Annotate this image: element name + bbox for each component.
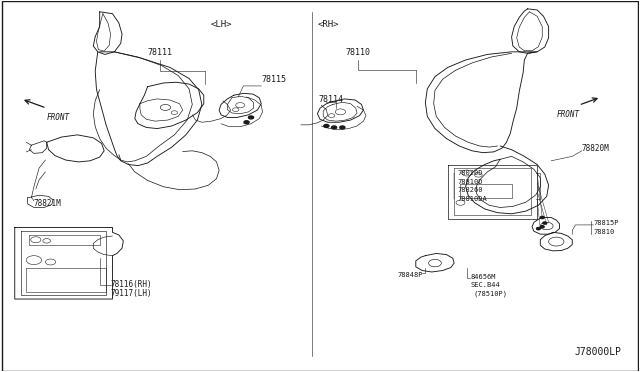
Text: 78111: 78111: [148, 48, 173, 57]
Circle shape: [340, 126, 345, 129]
Text: <LH>: <LH>: [211, 20, 232, 29]
Text: 78114: 78114: [318, 95, 343, 104]
Circle shape: [540, 217, 544, 219]
Text: 84656M: 84656M: [470, 274, 495, 280]
Text: 78116(RH): 78116(RH): [111, 280, 152, 289]
Circle shape: [543, 222, 547, 224]
Text: 78020D: 78020D: [458, 170, 483, 176]
Text: 78848P: 78848P: [398, 272, 424, 278]
Text: 78810: 78810: [593, 229, 614, 235]
Text: 78115: 78115: [261, 75, 286, 84]
Text: 78110: 78110: [346, 48, 371, 57]
Text: FRONT: FRONT: [47, 113, 70, 122]
Circle shape: [332, 126, 337, 129]
Circle shape: [540, 226, 544, 228]
Text: 78810DA: 78810DA: [458, 196, 487, 202]
Text: 78810D: 78810D: [458, 179, 483, 185]
Circle shape: [324, 125, 329, 128]
Circle shape: [244, 121, 249, 124]
Text: 78815P: 78815P: [593, 220, 619, 226]
Text: FRONT: FRONT: [556, 110, 579, 119]
Text: 79117(LH): 79117(LH): [111, 289, 152, 298]
Circle shape: [536, 228, 540, 230]
Text: J78000LP: J78000LP: [575, 347, 621, 357]
Text: 78820M: 78820M: [582, 144, 609, 153]
Text: 78821M: 78821M: [34, 199, 61, 208]
Text: SEC.B44: SEC.B44: [470, 282, 500, 288]
Text: <RH>: <RH>: [317, 20, 339, 29]
Circle shape: [248, 116, 253, 119]
Text: (78510P): (78510P): [473, 290, 508, 297]
Text: 788260: 788260: [458, 187, 483, 193]
